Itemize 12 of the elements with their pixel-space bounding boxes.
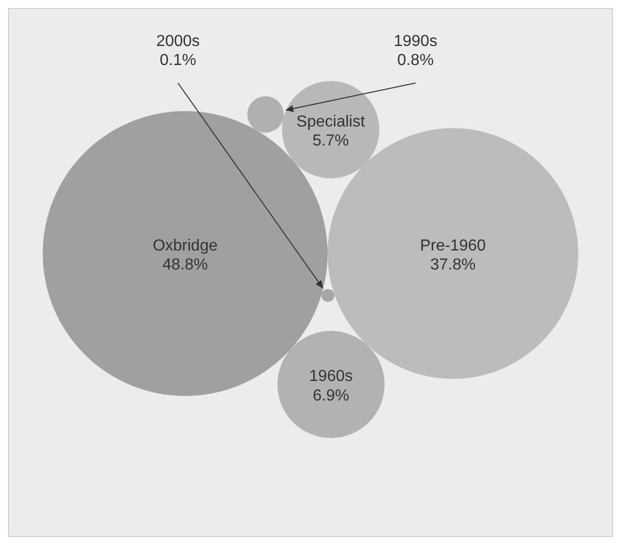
data-label: 5.7% [312, 132, 349, 150]
data-label: 0.1% [160, 52, 196, 69]
category-label: 1990s [394, 32, 438, 50]
data-label: 0.8% [397, 52, 434, 69]
category-label: Specialist [296, 113, 366, 130]
category-label: 1960s [309, 368, 353, 386]
data-label: 6.9% [312, 387, 350, 404]
category-label: Oxbridge [152, 237, 218, 254]
category-label: Pre-1960 [420, 237, 486, 254]
data-label: 48.8% [162, 256, 208, 274]
category-label: 2000s [156, 32, 200, 50]
data-label: 37.8% [430, 256, 476, 274]
